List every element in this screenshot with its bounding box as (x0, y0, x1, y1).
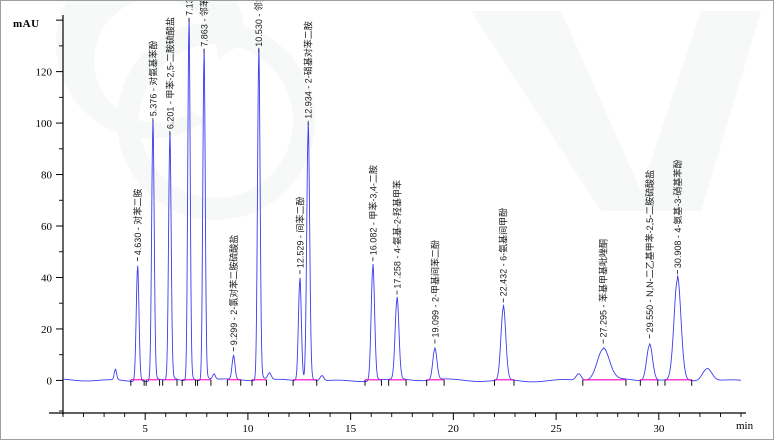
peak-label-text: 7.131 - 间氨基苯酚 (183, 1, 194, 16)
y-tick-label: 40 (41, 272, 53, 284)
x-tick-label: 20 (448, 423, 460, 435)
peak-label: 10.530 - 邻氨基苯酚 (253, 1, 264, 53)
peak-label-text: 7.863 - 邻苯二胺 (198, 1, 209, 47)
peak-label-text: 17.258 - 4-氨基-2-羟基甲苯 (391, 180, 402, 289)
peak-label: 27.295 - 苯基甲基吡唑酮 (598, 239, 609, 344)
peak-label: 19.099 - 2-甲基间苯二酚 (429, 240, 440, 344)
y-axis: 0 20 40 60 80 100 120 (36, 15, 64, 415)
peak-label-text: 12.934 - 2-硝基对苯二胺 (303, 21, 314, 119)
peak-label-text: 29.550 - N,N-二乙基甲苯-2,5-二胺硫酸盐 (644, 170, 655, 333)
peak-label: 22.432 - 6-氨基间甲酚 (498, 208, 509, 303)
peak-label-text: 30.908 - 4-氨基-3-硝基苯酚 (672, 160, 683, 269)
peak-label: 30.908 - 4-氨基-3-硝基苯酚 (672, 160, 683, 275)
y-tick-label: 80 (41, 170, 53, 182)
y-tick-label: 60 (41, 221, 53, 233)
x-tick-label: 15 (345, 423, 357, 435)
peak-label: 7.863 - 邻苯二胺 (198, 1, 209, 53)
peak-label-text: 9.299 - 2-氯对苯二胺硫酸盐 (228, 235, 239, 346)
peak-label: 5.376 - 对氨基苯酚 (147, 41, 158, 123)
x-axis: 5 10 15 20 25 30 (49, 412, 746, 435)
peak-label-text: 4.630 - 对苯二胺 (132, 189, 143, 256)
y-tick-label: 0 (47, 375, 53, 387)
peak-labels: 4.630 - 对苯二胺 5.376 - 对氨基苯酚 6.201 - 甲苯-2,5-… (132, 1, 683, 352)
peak-label: 7.131 - 间氨基苯酚 (183, 1, 194, 22)
peak-label: 6.201 - 甲苯-2,5-二胺硫酸盐 (164, 17, 175, 136)
peak-label: 12.529 - 间苯二酚 (294, 197, 305, 275)
peak-label-text: 5.376 - 对氨基苯酚 (147, 41, 158, 117)
x-tick-label: 25 (551, 423, 563, 435)
peak-label: 17.258 - 4-氨基-2-羟基甲苯 (391, 180, 402, 295)
watermark (56, 1, 761, 220)
peak-label-text: 12.529 - 间苯二酚 (294, 197, 305, 269)
peak-label-text: 6.201 - 甲苯-2,5-二胺硫酸盐 (164, 17, 175, 129)
y-tick-label: 100 (36, 118, 53, 130)
peak-label: 29.550 - N,N-二乙基甲苯-2,5-二胺硫酸盐 (644, 170, 655, 339)
peak-label: 12.934 - 2-硝基对苯二胺 (303, 21, 314, 125)
x-tick-label: 10 (242, 423, 254, 435)
peak-label-text: 10.530 - 邻氨基苯酚 (253, 1, 264, 47)
peak-label: 4.630 - 对苯二胺 (132, 189, 143, 262)
x-tick-label: 5 (142, 423, 148, 435)
peak-label-text: 27.295 - 苯基甲基吡唑酮 (598, 239, 609, 338)
peak-label-text: 16.082 - 甲苯-3,4-二胺 (367, 165, 378, 255)
y-tick-label: 20 (41, 324, 53, 336)
peak-start-end-marks (130, 379, 693, 386)
y-axis-unit-label: mAU (13, 18, 40, 30)
x-axis-unit-label: min (736, 420, 754, 432)
peak-label-text: 19.099 - 2-甲基间苯二酚 (429, 240, 440, 338)
x-tick-label: 30 (653, 423, 665, 435)
y-tick-label: 120 (36, 67, 53, 79)
peak-label: 16.082 - 甲苯-3,4-二胺 (367, 165, 378, 262)
peak-label-text: 22.432 - 6-氨基间甲酚 (498, 208, 509, 297)
chromatogram-trace (62, 18, 742, 383)
peak-label: 9.299 - 2-氯对苯二胺硫酸盐 (228, 235, 239, 352)
